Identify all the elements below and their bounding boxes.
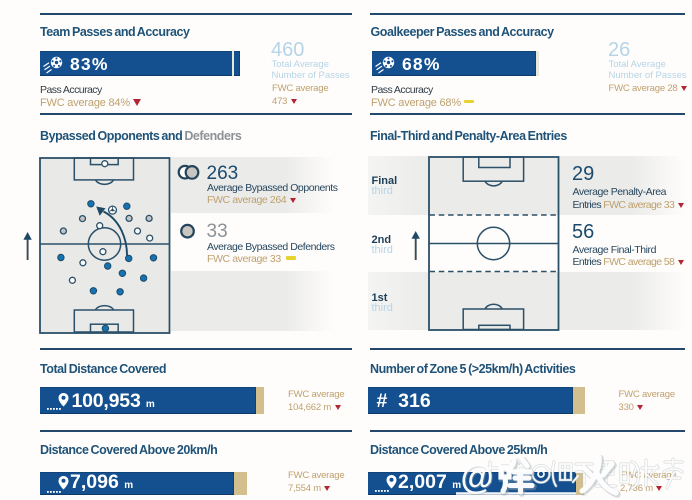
svg-text:@: @ <box>461 459 494 497</box>
svg-text:@: @ <box>462 460 495 498</box>
